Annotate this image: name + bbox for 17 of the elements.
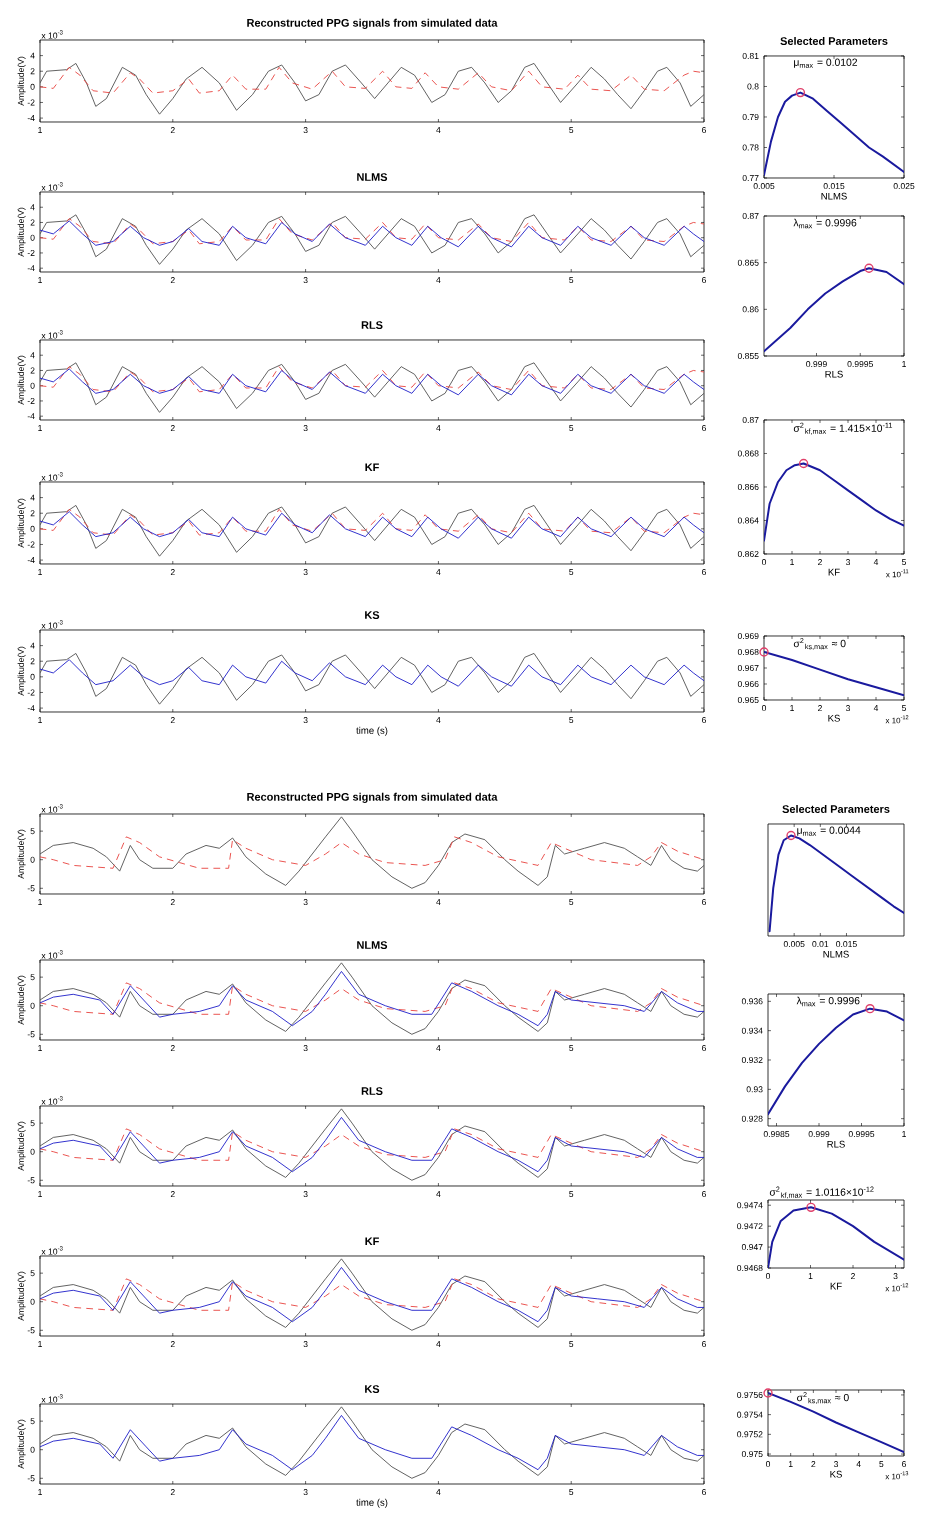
line-series bbox=[764, 650, 904, 697]
line-series bbox=[768, 1206, 905, 1268]
line-series bbox=[40, 362, 705, 413]
line-series bbox=[40, 982, 705, 1015]
line-series bbox=[40, 214, 705, 265]
line-series bbox=[40, 66, 705, 94]
line-series bbox=[40, 62, 705, 115]
line-series bbox=[40, 659, 705, 687]
line-series bbox=[40, 1128, 705, 1161]
line-series bbox=[40, 836, 705, 869]
line-series bbox=[764, 462, 904, 542]
line-series bbox=[768, 1391, 905, 1454]
line-series bbox=[40, 652, 705, 705]
line-series bbox=[40, 504, 705, 557]
line-series bbox=[768, 1007, 905, 1116]
line-series bbox=[764, 267, 905, 353]
line-series bbox=[40, 1278, 705, 1311]
